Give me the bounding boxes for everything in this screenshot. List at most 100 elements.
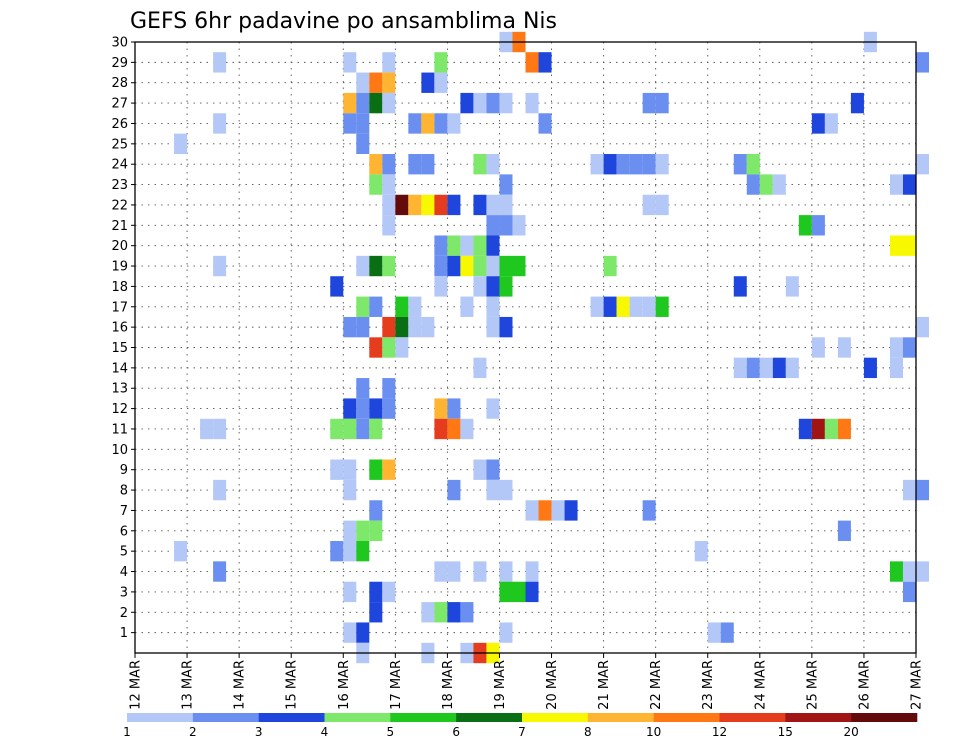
precip-cell — [486, 235, 500, 256]
precip-cell — [916, 479, 930, 501]
precip-cell — [356, 520, 370, 541]
colorbar-label: 1 — [123, 725, 131, 739]
colorbar-label: 3 — [255, 725, 263, 739]
precip-cell — [473, 276, 487, 297]
y-tick-label: 25 — [111, 137, 128, 152]
precip-cell — [837, 337, 851, 358]
precip-cell — [499, 581, 513, 603]
precip-cell — [525, 92, 539, 114]
precip-cell — [499, 316, 513, 338]
precip-cell — [538, 113, 552, 134]
precip-cell — [382, 378, 396, 399]
colorbar-label: 7 — [518, 725, 526, 739]
precip-cell — [434, 276, 448, 297]
precip-cell — [460, 92, 474, 114]
precip-cell — [382, 581, 396, 603]
precip-cell — [916, 316, 930, 338]
precip-cell — [408, 194, 422, 216]
precip-cell — [382, 174, 396, 195]
precip-cell — [811, 337, 825, 358]
precip-cell — [811, 418, 825, 440]
precip-cell — [174, 133, 188, 155]
precip-cell — [916, 52, 930, 73]
precip-cell — [902, 235, 916, 256]
x-tick-label: 21 MAR — [597, 660, 612, 710]
precip-cell — [447, 398, 461, 419]
precip-cell — [499, 215, 513, 236]
precip-cell — [499, 479, 513, 501]
precip-cell — [356, 398, 370, 419]
precip-cell — [369, 459, 383, 480]
precip-cell — [460, 255, 474, 277]
precip-cell — [916, 561, 930, 582]
precip-cell — [434, 398, 448, 419]
precip-cell — [434, 113, 448, 134]
precip-cell — [434, 418, 448, 440]
precip-cell — [902, 561, 916, 582]
precip-cell — [343, 581, 357, 603]
precip-cell — [902, 337, 916, 358]
colorbar-swatch — [851, 713, 918, 722]
precip-cell — [603, 296, 617, 317]
x-tick-label: 18 MAR — [441, 660, 456, 710]
precip-cell — [447, 561, 461, 582]
precip-cell — [746, 174, 760, 195]
precip-cell — [785, 276, 799, 297]
precip-cell — [902, 479, 916, 501]
precip-cell — [343, 479, 357, 501]
precip-cell — [382, 92, 396, 114]
precip-cell — [655, 154, 669, 175]
precip-cell — [746, 357, 760, 379]
y-tick-label: 22 — [111, 198, 128, 213]
precip-cell — [343, 398, 357, 419]
precip-cell — [460, 296, 474, 317]
precip-cell — [447, 479, 461, 501]
y-tick-label: 21 — [111, 219, 128, 234]
precip-cell — [889, 235, 903, 256]
x-tick-label: 15 MAR — [285, 660, 300, 710]
precip-cell — [421, 194, 435, 216]
precip-cell — [499, 174, 513, 195]
precip-cell — [343, 418, 357, 440]
y-tick-label: 24 — [111, 158, 128, 173]
precip-cell — [512, 215, 526, 236]
precip-cell — [486, 276, 500, 297]
y-tick-label: 27 — [111, 97, 128, 112]
x-tick-label: 22 MAR — [649, 660, 664, 710]
y-tick-label: 11 — [111, 422, 128, 437]
precip-cell — [369, 520, 383, 541]
precip-cell — [213, 255, 227, 277]
precip-cell — [369, 418, 383, 440]
precip-cell — [486, 398, 500, 419]
precip-cell — [811, 215, 825, 236]
precip-cell — [330, 418, 344, 440]
y-tick-label: 18 — [111, 280, 128, 295]
precip-cell — [434, 561, 448, 582]
precip-cell — [421, 602, 435, 623]
precip-cell — [330, 540, 344, 562]
precip-cell — [343, 113, 357, 134]
colorbar: 1 2 3 4 5 6 7 8 10 12 15 20 — [123, 713, 918, 739]
precip-cell — [473, 92, 487, 114]
y-tick-label: 3 — [120, 585, 128, 600]
precip-cell — [356, 418, 370, 440]
precip-cell — [473, 459, 487, 480]
precip-cell — [486, 255, 500, 277]
y-tick-label: 28 — [111, 76, 128, 91]
colorbar-label: 8 — [584, 725, 592, 739]
precip-cell — [824, 113, 838, 134]
precip-cell — [486, 92, 500, 114]
colorbar-swatch — [522, 713, 589, 722]
precip-cell — [473, 235, 487, 256]
colorbar-swatch — [324, 713, 391, 722]
y-tick-label: 26 — [111, 117, 128, 132]
precip-cell — [447, 113, 461, 134]
precip-cell — [642, 296, 656, 317]
y-tick-label: 2 — [120, 606, 128, 621]
precip-cell — [759, 357, 773, 379]
precip-cell — [473, 255, 487, 277]
precip-cell — [486, 459, 500, 480]
precip-cell — [512, 581, 526, 603]
y-tick-label: 20 — [111, 239, 128, 254]
